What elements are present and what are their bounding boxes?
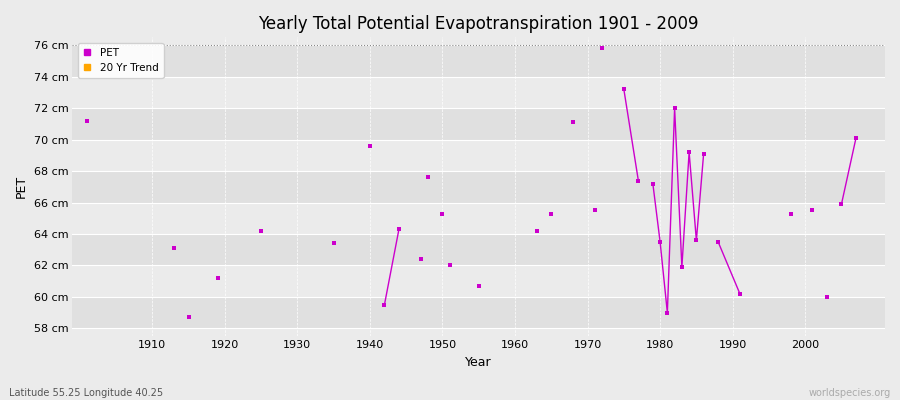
Point <box>616 86 631 92</box>
Point <box>544 210 559 217</box>
Point <box>529 228 544 234</box>
Point <box>211 275 225 281</box>
Point <box>443 262 457 269</box>
Point <box>820 294 834 300</box>
Y-axis label: PET: PET <box>15 175 28 198</box>
Bar <box>73 202 885 234</box>
Point <box>421 174 436 180</box>
Point <box>566 119 580 126</box>
Point <box>472 283 486 289</box>
Bar <box>73 45 885 77</box>
Bar <box>73 108 885 140</box>
Point <box>392 226 406 232</box>
Title: Yearly Total Potential Evapotranspiration 1901 - 2009: Yearly Total Potential Evapotranspiratio… <box>258 15 699 33</box>
Bar <box>73 171 885 202</box>
Bar <box>73 140 885 171</box>
Point <box>631 177 645 184</box>
Point <box>327 240 341 247</box>
X-axis label: Year: Year <box>465 356 492 369</box>
Point <box>668 105 682 111</box>
Point <box>697 150 711 157</box>
Point <box>682 149 697 155</box>
Point <box>733 290 747 297</box>
Point <box>181 314 195 320</box>
Point <box>363 143 377 149</box>
Text: Latitude 55.25 Longitude 40.25: Latitude 55.25 Longitude 40.25 <box>9 388 163 398</box>
Point <box>377 302 392 308</box>
Point <box>784 210 798 217</box>
Point <box>652 239 667 245</box>
Point <box>595 45 609 52</box>
Point <box>711 239 725 245</box>
Legend: PET, 20 Yr Trend: PET, 20 Yr Trend <box>77 42 164 78</box>
Point <box>689 237 704 244</box>
Point <box>166 245 181 251</box>
Point <box>436 210 450 217</box>
Point <box>413 256 428 262</box>
Bar <box>73 297 885 328</box>
Point <box>645 180 660 187</box>
Point <box>80 118 94 124</box>
Point <box>834 201 849 207</box>
Text: worldspecies.org: worldspecies.org <box>809 388 891 398</box>
Point <box>849 135 863 141</box>
Point <box>588 207 602 214</box>
Bar <box>73 266 885 297</box>
Point <box>254 228 268 234</box>
Bar <box>73 328 885 336</box>
Point <box>806 207 820 214</box>
Bar <box>73 77 885 108</box>
Bar <box>73 234 885 266</box>
Bar <box>73 37 885 45</box>
Point <box>675 264 689 270</box>
Point <box>661 310 675 316</box>
